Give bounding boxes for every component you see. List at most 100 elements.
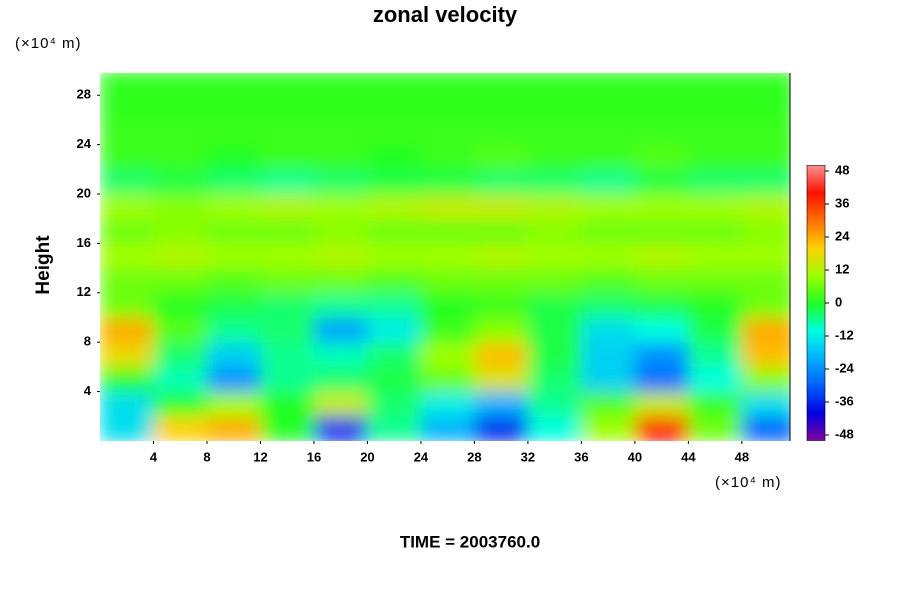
contour-cell xyxy=(474,243,529,269)
contour-cell xyxy=(367,317,422,343)
contour-cell xyxy=(100,391,154,417)
contour-cell xyxy=(420,317,475,343)
contour-cell xyxy=(634,416,689,441)
contour-cell xyxy=(527,342,582,368)
contour-cell xyxy=(313,73,368,96)
contour-cell xyxy=(474,169,529,195)
contour-cell xyxy=(581,194,636,220)
contour-cell xyxy=(260,169,315,195)
contour-cell xyxy=(313,268,368,294)
y-tick-label: 12 xyxy=(77,284,91,299)
contour-cell xyxy=(153,194,208,220)
contour-cell xyxy=(634,292,689,319)
contour-cell xyxy=(313,416,368,441)
contour-cell xyxy=(367,391,422,417)
contour-cell xyxy=(527,218,582,244)
contour-cell xyxy=(153,366,208,393)
colorbar-tick-label: -12 xyxy=(835,327,854,342)
contour-cell xyxy=(474,144,529,170)
x-tick-label: 40 xyxy=(628,449,642,464)
x-tick-label: 32 xyxy=(521,449,535,464)
contour-cell xyxy=(313,342,368,368)
x-tick-label: 28 xyxy=(467,449,481,464)
contour-cell xyxy=(153,95,208,121)
contour-cell xyxy=(581,144,636,170)
y-tick-label: 4 xyxy=(84,383,92,398)
contour-cell xyxy=(206,73,261,96)
contour-cell xyxy=(420,119,475,146)
contour-cell xyxy=(367,169,422,195)
contour-cell xyxy=(313,218,368,244)
contour-cell xyxy=(741,169,790,195)
contour-cell xyxy=(153,119,208,146)
contour-cell xyxy=(474,317,529,343)
contour-cell xyxy=(581,342,636,368)
contour-cell xyxy=(206,292,261,319)
contour-cell xyxy=(206,342,261,368)
contour-cell xyxy=(260,144,315,170)
contour-cell xyxy=(367,73,422,96)
contour-cell xyxy=(206,218,261,244)
y-tick-label: 28 xyxy=(77,87,91,102)
contour-cell xyxy=(474,73,529,96)
contour-cell xyxy=(100,218,154,244)
contour-cell xyxy=(741,268,790,294)
contour-cell xyxy=(260,366,315,393)
x-tick-label: 20 xyxy=(360,449,374,464)
contour-cell xyxy=(313,292,368,319)
contour-cell xyxy=(741,366,790,393)
contour-cell xyxy=(581,292,636,319)
contour-cell xyxy=(581,391,636,417)
contour-cell xyxy=(313,144,368,170)
contour-cell xyxy=(420,366,475,393)
x-unit-label: (×10⁴ m) xyxy=(715,474,782,491)
contour-cell xyxy=(100,73,154,96)
contour-cell xyxy=(313,317,368,343)
contour-cell xyxy=(634,144,689,170)
contour-cell xyxy=(206,144,261,170)
contour-cell xyxy=(260,119,315,146)
contour-cell xyxy=(634,342,689,368)
contour-cell xyxy=(634,218,689,244)
contour-cell xyxy=(206,194,261,220)
chart-title: zonal velocity xyxy=(373,2,518,27)
colorbar-tick-label: -48 xyxy=(835,426,854,441)
contour-cell xyxy=(420,144,475,170)
contour-cell xyxy=(367,416,422,441)
contour-cell xyxy=(206,95,261,121)
contour-cell xyxy=(420,243,475,269)
contour-cell xyxy=(688,144,743,170)
contour-cell xyxy=(527,73,582,96)
contour-cell xyxy=(688,317,743,343)
contour-cell xyxy=(474,218,529,244)
contour-cell xyxy=(420,95,475,121)
contour-cell xyxy=(741,119,790,146)
contour-cell xyxy=(527,243,582,269)
contour-cell xyxy=(420,169,475,195)
contour-cell xyxy=(527,119,582,146)
contour-cell xyxy=(260,268,315,294)
contour-cell xyxy=(634,366,689,393)
contour-cell xyxy=(581,243,636,269)
contour-cell xyxy=(313,366,368,393)
contour-cell xyxy=(367,292,422,319)
contour-cell xyxy=(741,194,790,220)
contour-cell xyxy=(206,317,261,343)
contour-cell xyxy=(527,366,582,393)
contour-cell xyxy=(100,119,154,146)
contour-cell xyxy=(100,95,154,121)
contour-cell xyxy=(688,95,743,121)
contour-cell xyxy=(206,391,261,417)
contour-cell xyxy=(100,366,154,393)
contour-cell xyxy=(634,73,689,96)
contour-cell xyxy=(100,144,154,170)
contour-cell xyxy=(420,218,475,244)
contour-cell xyxy=(527,194,582,220)
contour-cell xyxy=(581,218,636,244)
contour-cell xyxy=(420,194,475,220)
contour-cell xyxy=(313,119,368,146)
contour-cell xyxy=(100,416,154,441)
contour-cell xyxy=(581,73,636,96)
colorbar-tick-label: 0 xyxy=(835,294,842,309)
contour-cell xyxy=(367,218,422,244)
